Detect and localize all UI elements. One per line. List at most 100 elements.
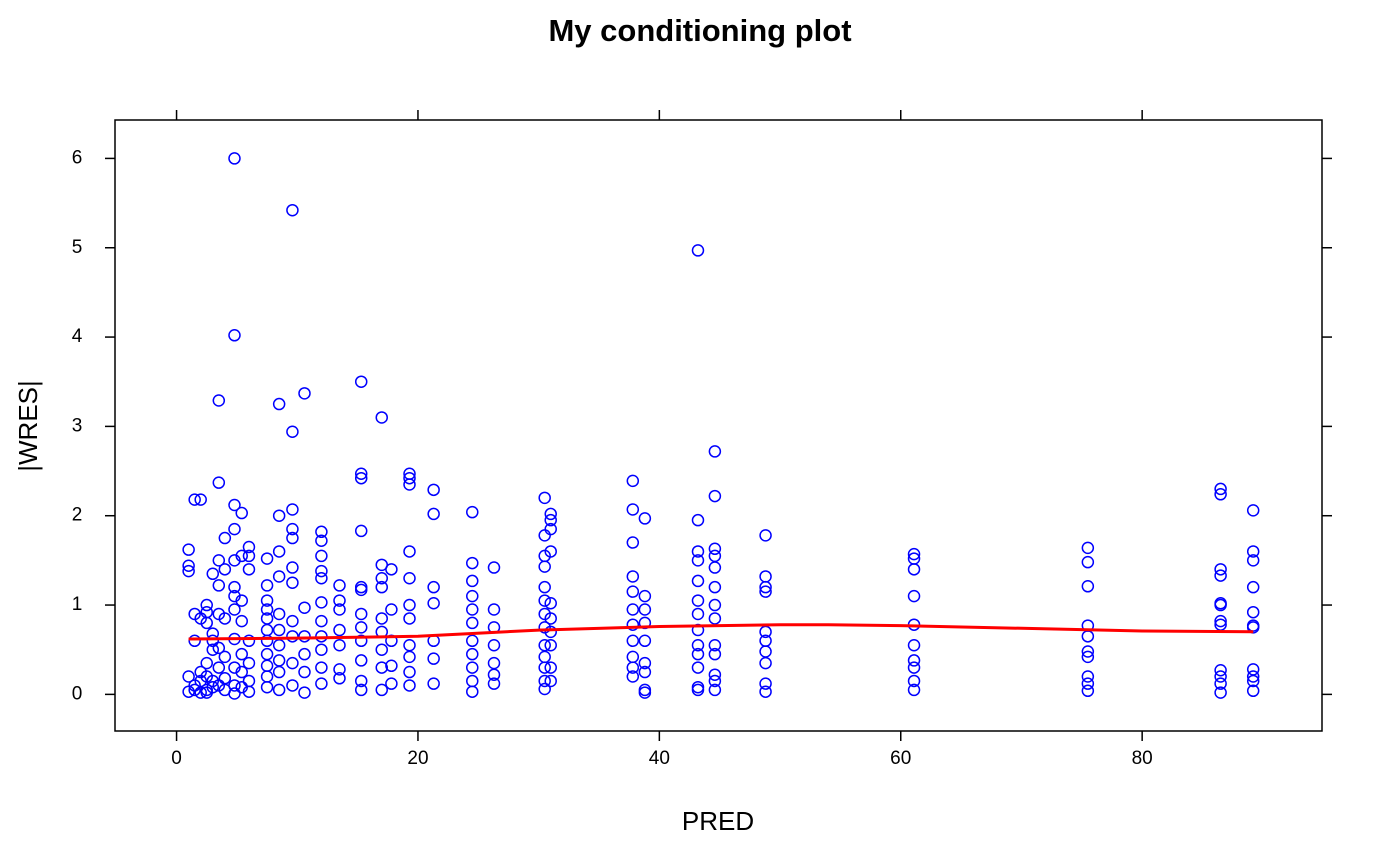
- point: [315, 549, 328, 563]
- point: [1214, 670, 1227, 683]
- point: [1246, 670, 1260, 683]
- point: [466, 634, 479, 648]
- point: [354, 683, 368, 697]
- point: [354, 621, 368, 634]
- point: [466, 674, 479, 688]
- point: [218, 531, 232, 545]
- x-axis-label: PRED: [682, 806, 754, 836]
- point: [708, 489, 722, 503]
- x-tick-label: 80: [1132, 748, 1153, 769]
- point: [466, 589, 479, 603]
- point: [385, 563, 398, 576]
- point: [691, 661, 705, 674]
- point: [487, 638, 501, 652]
- point: [375, 643, 388, 656]
- point: [206, 643, 220, 656]
- point: [272, 623, 286, 637]
- point: [1081, 580, 1095, 593]
- point: [466, 616, 479, 630]
- point: [194, 493, 207, 506]
- point: [708, 647, 722, 661]
- point: [538, 491, 551, 505]
- point: [260, 634, 274, 648]
- point: [487, 668, 501, 681]
- point: [228, 580, 241, 594]
- point: [242, 685, 256, 698]
- point: [260, 579, 274, 592]
- point: [1246, 621, 1260, 634]
- point: [218, 612, 232, 625]
- point: [228, 152, 241, 165]
- x-tick-label: 0: [171, 748, 182, 769]
- point: [1081, 555, 1095, 569]
- point: [315, 525, 328, 539]
- point: [315, 564, 328, 578]
- y-tick-label: 4: [72, 326, 83, 347]
- point: [1246, 674, 1260, 688]
- point: [333, 638, 346, 652]
- point: [708, 445, 722, 458]
- point: [1214, 569, 1227, 582]
- point: [427, 652, 440, 665]
- point: [1081, 645, 1095, 658]
- point: [708, 542, 722, 556]
- point: [315, 614, 328, 628]
- point: [212, 394, 226, 407]
- point: [907, 674, 921, 688]
- point: [538, 682, 551, 696]
- point: [1246, 580, 1260, 594]
- point: [403, 471, 416, 485]
- point: [691, 574, 705, 588]
- y-tick-label: 6: [72, 147, 83, 168]
- point: [315, 534, 328, 547]
- point: [708, 561, 722, 574]
- point: [298, 630, 311, 643]
- point: [759, 580, 772, 594]
- x-tick-label: 20: [407, 748, 428, 769]
- point: [487, 656, 501, 670]
- point: [385, 603, 398, 616]
- point: [907, 589, 921, 603]
- point: [1246, 504, 1260, 517]
- point: [212, 579, 226, 592]
- point: [375, 580, 388, 594]
- x-tick-label: 60: [890, 748, 911, 769]
- point: [260, 647, 274, 661]
- point: [212, 641, 226, 655]
- point: [708, 674, 722, 688]
- point: [315, 572, 328, 585]
- point: [427, 580, 440, 594]
- point: [759, 685, 772, 698]
- y-tick-label: 5: [72, 237, 83, 258]
- point: [315, 596, 328, 609]
- point: [691, 680, 705, 694]
- point: [354, 583, 368, 597]
- point: [1214, 677, 1227, 690]
- y-tick-label: 1: [72, 594, 83, 615]
- point: [182, 564, 195, 578]
- point: [759, 677, 772, 690]
- point: [212, 661, 226, 674]
- point: [354, 654, 368, 667]
- point: [228, 329, 241, 342]
- point: [1081, 650, 1095, 664]
- point: [188, 683, 201, 697]
- point: [206, 567, 220, 581]
- point: [691, 594, 705, 607]
- point: [272, 654, 286, 667]
- point: [907, 683, 921, 697]
- point: [907, 547, 921, 561]
- point: [354, 471, 368, 485]
- point: [333, 579, 346, 592]
- point: [385, 659, 398, 673]
- point: [260, 594, 274, 607]
- point: [188, 493, 201, 506]
- point: [1214, 664, 1227, 677]
- point: [1246, 545, 1260, 558]
- point: [626, 650, 640, 664]
- point: [242, 656, 256, 670]
- point: [235, 594, 248, 607]
- y-tick-label: 2: [72, 505, 83, 526]
- point: [1246, 684, 1260, 698]
- point: [272, 607, 286, 621]
